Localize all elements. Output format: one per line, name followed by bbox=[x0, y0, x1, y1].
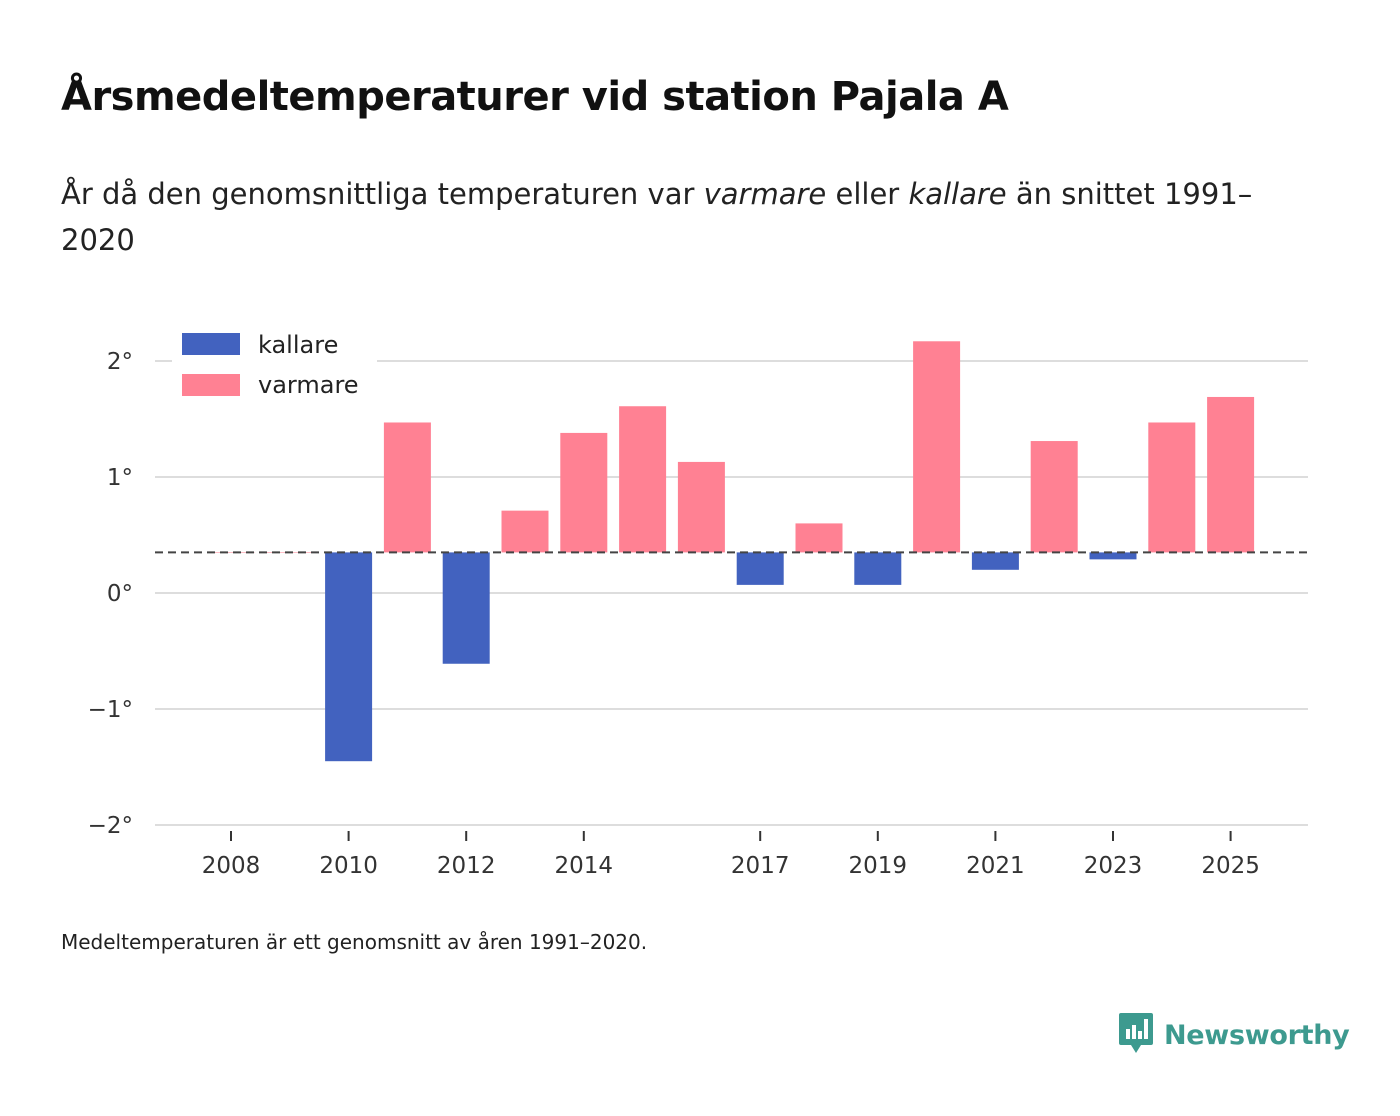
y-tick-label: −2° bbox=[88, 813, 133, 839]
bar-2016 bbox=[677, 461, 725, 553]
x-tick-label: 2012 bbox=[437, 853, 496, 879]
bars bbox=[207, 341, 1255, 762]
legend-label-warm: varmare bbox=[258, 371, 359, 399]
x-tick-label: 2014 bbox=[555, 853, 614, 879]
chart-title: Årsmedeltemperaturer vid station Pajala … bbox=[61, 74, 1009, 120]
legend-swatch-cold bbox=[182, 333, 240, 355]
subtitle-part-3: än snittet 1991–2020 bbox=[61, 177, 1253, 257]
bar-2013 bbox=[501, 510, 549, 553]
y-tick-label: 0° bbox=[107, 581, 133, 607]
bar-2021 bbox=[971, 552, 1019, 570]
bar-2019 bbox=[854, 552, 902, 585]
newsworthy-logo-icon bbox=[1118, 1011, 1154, 1059]
x-tick-label: 2008 bbox=[202, 853, 261, 879]
brand-name: Newsworthy bbox=[1164, 1019, 1350, 1051]
legend-swatch-warm bbox=[182, 374, 240, 396]
subtitle-warm-word: varmare bbox=[703, 177, 827, 211]
footnote: Medeltemperaturen är ett genomsnitt av å… bbox=[61, 930, 648, 954]
bar-2010 bbox=[325, 552, 373, 762]
x-tick-label: 2019 bbox=[849, 853, 908, 879]
legend: kallare varmare bbox=[172, 328, 377, 410]
bar-2024 bbox=[1148, 422, 1196, 553]
x-tick-label: 2025 bbox=[1201, 853, 1260, 879]
bar-2023 bbox=[1089, 552, 1137, 560]
bar-2025 bbox=[1207, 396, 1255, 553]
y-tick-label: 1° bbox=[107, 465, 133, 491]
x-tick-label: 2023 bbox=[1084, 853, 1143, 879]
bar-2022 bbox=[1030, 441, 1078, 553]
bar-2018 bbox=[795, 523, 843, 553]
bar-2014 bbox=[560, 432, 608, 553]
bar-2012 bbox=[442, 552, 490, 664]
chart-subtitle: År då den genomsnittliga temperaturen va… bbox=[61, 171, 1291, 263]
y-tick-label: 2° bbox=[107, 349, 133, 375]
subtitle-part-1: År då den genomsnittliga temperaturen va… bbox=[61, 177, 704, 211]
bar-2008 bbox=[207, 552, 255, 553]
bar-2015 bbox=[619, 406, 667, 553]
bar-2017 bbox=[736, 552, 784, 585]
bar-2020 bbox=[913, 341, 961, 553]
legend-label-cold: kallare bbox=[258, 331, 338, 359]
brand-logo: Newsworthy bbox=[1118, 1011, 1350, 1059]
x-axis: 2008 2010 2012 2014 2017 2019 2021 2023 2025 bbox=[202, 831, 1260, 879]
y-tick-label: −1° bbox=[88, 697, 133, 723]
x-tick-label: 2021 bbox=[966, 853, 1025, 879]
x-tick-label: 2010 bbox=[319, 853, 378, 879]
subtitle-cold-word: kallare bbox=[908, 177, 1007, 211]
y-axis: 2° 1° 0° −1° −2° bbox=[88, 349, 133, 839]
bar-2011 bbox=[383, 422, 431, 553]
x-tick-label: 2017 bbox=[731, 853, 790, 879]
subtitle-part-2: eller bbox=[826, 177, 909, 211]
